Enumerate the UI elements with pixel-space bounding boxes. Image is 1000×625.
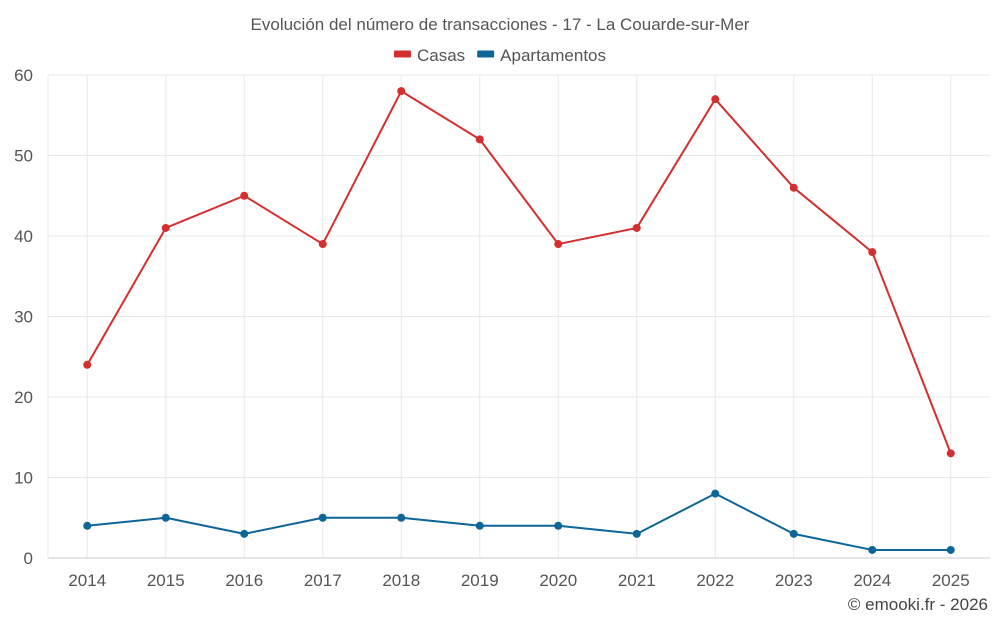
y-tick-label: 60: [14, 66, 33, 85]
legend-label-apartamentos[interactable]: Apartamentos: [500, 46, 606, 65]
y-tick-label: 20: [14, 388, 33, 407]
data-point-apartamentos[interactable]: [632, 529, 641, 538]
data-point-casas[interactable]: [632, 223, 641, 232]
data-point-apartamentos[interactable]: [789, 529, 798, 538]
data-point-apartamentos[interactable]: [554, 521, 563, 530]
data-point-apartamentos[interactable]: [240, 529, 249, 538]
x-tick-label: 2022: [696, 571, 734, 590]
legend-swatch-casas: [393, 50, 411, 58]
data-point-casas[interactable]: [789, 183, 798, 192]
data-point-apartamentos[interactable]: [397, 513, 406, 522]
data-point-casas[interactable]: [868, 248, 877, 257]
y-tick-label: 0: [24, 549, 33, 568]
legend-label-casas[interactable]: Casas: [417, 46, 465, 65]
data-point-apartamentos[interactable]: [711, 489, 720, 498]
data-point-apartamentos[interactable]: [946, 545, 955, 554]
y-tick-label: 10: [14, 469, 33, 488]
legend-swatch-apartamentos: [477, 50, 495, 58]
x-tick-label: 2018: [382, 571, 420, 590]
y-tick-label: 30: [14, 308, 33, 327]
axes: 0 10 20 30 40 50 60 2014 2015 2016 2017 2018 2019 202…: [14, 66, 990, 590]
x-tick-label: 2019: [461, 571, 499, 590]
grid: [48, 74, 990, 558]
data-point-casas[interactable]: [161, 223, 170, 232]
y-tick-label: 50: [14, 147, 33, 166]
data-point-casas[interactable]: [397, 87, 406, 96]
x-tick-label: 2020: [539, 571, 577, 590]
series-line-casas: [86, 90, 952, 454]
data-point-apartamentos[interactable]: [161, 513, 170, 522]
data-point-casas[interactable]: [554, 240, 563, 249]
data-point-apartamentos[interactable]: [868, 545, 877, 554]
data-point-apartamentos[interactable]: [83, 521, 92, 530]
x-tick-label: 2021: [618, 571, 656, 590]
x-tick-label: 2024: [853, 571, 891, 590]
data-point-apartamentos[interactable]: [475, 521, 484, 530]
x-tick-label: 2017: [304, 571, 342, 590]
data-point-casas[interactable]: [711, 95, 720, 104]
legend: Casas Apartamentos: [393, 46, 606, 65]
x-tick-label: 2025: [932, 571, 970, 590]
data-point-casas[interactable]: [946, 449, 955, 458]
chart-title: Evolución del número de transacciones - …: [251, 15, 750, 34]
credit-text: © emooki.fr - 2026: [848, 595, 988, 614]
x-tick-label: 2023: [775, 571, 813, 590]
data-point-casas[interactable]: [240, 191, 249, 200]
series-layer: [83, 87, 955, 554]
data-point-casas[interactable]: [475, 135, 484, 144]
x-tick-label: 2014: [68, 571, 106, 590]
data-point-casas[interactable]: [318, 240, 327, 249]
data-point-apartamentos[interactable]: [318, 513, 327, 522]
x-tick-label: 2016: [225, 571, 263, 590]
x-tick-label: 2015: [147, 571, 185, 590]
y-tick-label: 40: [14, 227, 33, 246]
data-point-casas[interactable]: [83, 360, 92, 369]
series-line-apartamentos: [87, 492, 951, 551]
